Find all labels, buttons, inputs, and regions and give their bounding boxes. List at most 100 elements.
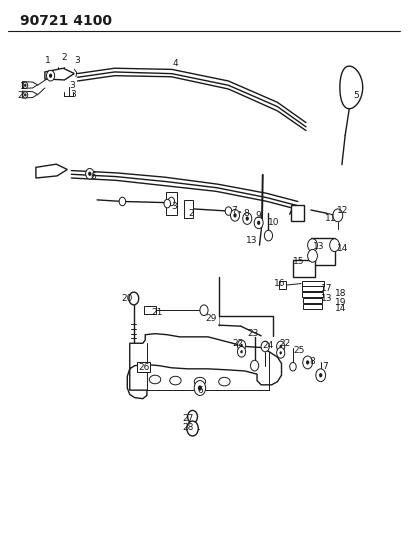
Text: 13: 13 — [246, 237, 258, 245]
Text: 13: 13 — [313, 242, 325, 251]
Text: 2: 2 — [18, 92, 23, 100]
Circle shape — [246, 216, 249, 221]
Circle shape — [303, 356, 313, 369]
Circle shape — [237, 340, 246, 351]
Text: 8: 8 — [310, 357, 315, 366]
Bar — [303, 304, 322, 309]
Text: 15: 15 — [293, 257, 304, 265]
Circle shape — [251, 360, 259, 371]
Circle shape — [240, 344, 243, 347]
Circle shape — [200, 305, 208, 316]
Polygon shape — [22, 91, 38, 98]
Polygon shape — [127, 334, 282, 399]
Circle shape — [164, 199, 171, 208]
Bar — [184, 200, 193, 218]
Polygon shape — [36, 164, 67, 178]
Text: 16: 16 — [274, 279, 286, 288]
Circle shape — [330, 239, 339, 252]
Text: 27: 27 — [182, 415, 193, 423]
Circle shape — [129, 292, 139, 305]
Circle shape — [277, 348, 285, 358]
Circle shape — [86, 168, 94, 179]
Bar — [293, 260, 315, 277]
Text: 4: 4 — [173, 60, 178, 68]
Text: 6: 6 — [197, 386, 203, 394]
Circle shape — [225, 207, 232, 215]
Text: 24: 24 — [263, 341, 274, 350]
Circle shape — [279, 351, 282, 354]
Text: 26: 26 — [138, 364, 149, 372]
Circle shape — [23, 82, 28, 88]
Circle shape — [254, 217, 263, 229]
Circle shape — [237, 346, 246, 357]
Text: 13: 13 — [321, 294, 332, 303]
Text: 2: 2 — [188, 209, 194, 217]
Circle shape — [290, 362, 296, 371]
Circle shape — [233, 213, 237, 217]
Circle shape — [306, 360, 309, 365]
Bar — [189, 414, 196, 419]
Circle shape — [277, 341, 285, 352]
Circle shape — [240, 350, 243, 353]
Circle shape — [316, 369, 326, 382]
Circle shape — [187, 421, 198, 436]
Text: 20: 20 — [122, 294, 133, 303]
Text: 22: 22 — [233, 339, 244, 348]
Circle shape — [319, 373, 322, 377]
Text: 3: 3 — [70, 81, 75, 90]
Bar — [279, 281, 286, 289]
Bar — [291, 205, 304, 221]
Text: 14: 14 — [337, 244, 348, 253]
Text: 3: 3 — [71, 91, 76, 99]
Text: 6: 6 — [90, 173, 96, 181]
Text: 11: 11 — [325, 214, 336, 223]
Bar — [144, 306, 156, 314]
Text: 23: 23 — [247, 329, 259, 338]
Circle shape — [198, 385, 202, 391]
Bar — [303, 298, 322, 303]
Circle shape — [88, 172, 91, 176]
Text: 14: 14 — [335, 304, 347, 312]
Circle shape — [119, 197, 126, 206]
Circle shape — [257, 221, 260, 225]
Bar — [302, 287, 323, 291]
Circle shape — [261, 341, 269, 352]
Bar — [137, 362, 150, 372]
Polygon shape — [45, 68, 74, 80]
Text: 5: 5 — [353, 92, 359, 100]
Circle shape — [308, 249, 317, 262]
Polygon shape — [340, 66, 363, 109]
Text: 90721 4100: 90721 4100 — [20, 14, 112, 28]
Text: 21: 21 — [151, 308, 162, 317]
Text: 2: 2 — [62, 53, 67, 62]
Circle shape — [308, 239, 317, 252]
Circle shape — [188, 410, 197, 423]
Text: 29: 29 — [206, 314, 217, 323]
Circle shape — [49, 74, 52, 78]
Circle shape — [24, 93, 27, 96]
Text: 18: 18 — [335, 289, 347, 297]
Text: 3: 3 — [172, 203, 177, 211]
Text: 9: 9 — [255, 211, 261, 220]
Text: 1: 1 — [20, 82, 25, 91]
Text: 25: 25 — [294, 346, 305, 355]
Circle shape — [168, 197, 175, 206]
Ellipse shape — [149, 375, 161, 384]
Circle shape — [23, 92, 28, 98]
Text: 7: 7 — [231, 206, 237, 214]
Bar — [166, 192, 177, 215]
Bar — [302, 281, 324, 286]
Circle shape — [47, 70, 55, 81]
Text: 1: 1 — [45, 56, 51, 65]
Text: 8: 8 — [244, 209, 249, 217]
Text: 12: 12 — [337, 206, 348, 214]
Circle shape — [243, 213, 252, 224]
Circle shape — [194, 381, 206, 395]
Text: 22: 22 — [279, 339, 290, 348]
Ellipse shape — [170, 376, 181, 385]
Text: 28: 28 — [182, 423, 193, 432]
Ellipse shape — [219, 377, 230, 386]
Circle shape — [231, 209, 239, 221]
Bar — [311, 238, 335, 265]
Text: 10: 10 — [268, 219, 280, 227]
